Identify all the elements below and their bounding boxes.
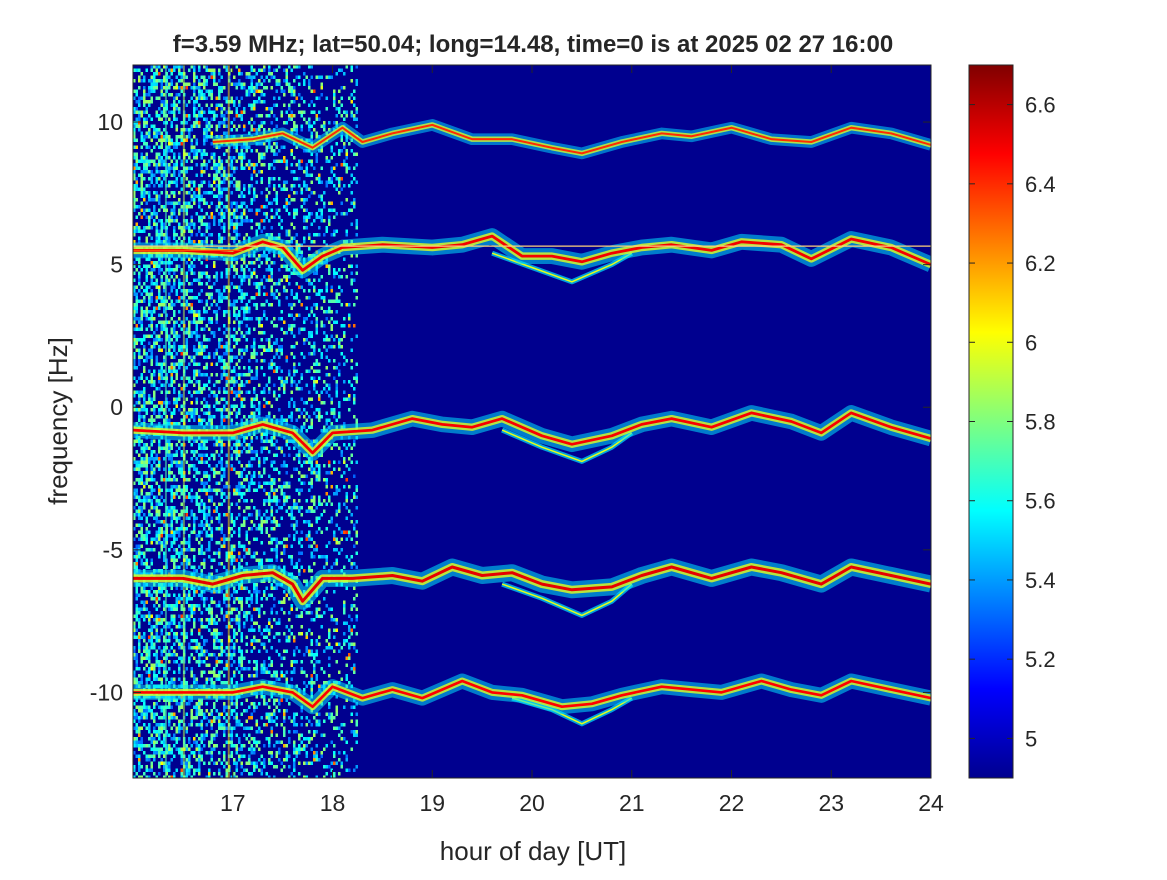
colorbar-tick-label: 6.2 — [1025, 251, 1056, 276]
x-tick-label: 21 — [619, 790, 645, 816]
x-tick-label: 18 — [320, 790, 346, 816]
colorbar-tick-label: 6.4 — [1025, 172, 1056, 197]
x-tick-label: 19 — [419, 790, 445, 816]
interference-column — [165, 65, 167, 778]
colorbar-tick-label: 5.8 — [1025, 410, 1056, 435]
colorbar-tick-label: 5.2 — [1025, 647, 1056, 672]
y-tick-label: 0 — [110, 394, 123, 420]
x-tick-label: 17 — [220, 790, 246, 816]
colorbar-tick-label: 5.4 — [1025, 568, 1056, 593]
chart-title: f=3.59 MHz; lat=50.04; long=14.48, time=… — [173, 31, 893, 58]
y-tick-label: 5 — [110, 252, 123, 278]
interference-column — [228, 65, 230, 778]
y-tick-label: 10 — [97, 109, 123, 135]
interference-column — [183, 65, 185, 778]
colorbar-tick-label: 5.6 — [1025, 489, 1056, 514]
y-tick-label: -5 — [103, 537, 123, 563]
x-tick-label: 20 — [519, 790, 545, 816]
x-tick-label: 22 — [719, 790, 745, 816]
x-axis-label: hour of day [UT] — [440, 836, 626, 866]
x-tick-label: 23 — [818, 790, 844, 816]
y-axis-label: frequency [Hz] — [43, 337, 73, 505]
colorbar-tick-label: 5 — [1025, 726, 1037, 751]
colorbar — [969, 65, 1013, 778]
colorbar-tick-label: 6.6 — [1025, 93, 1056, 118]
y-tick-label: -10 — [90, 679, 123, 705]
x-tick-label: 24 — [918, 790, 944, 816]
colorbar-tick-label: 6 — [1025, 330, 1037, 355]
